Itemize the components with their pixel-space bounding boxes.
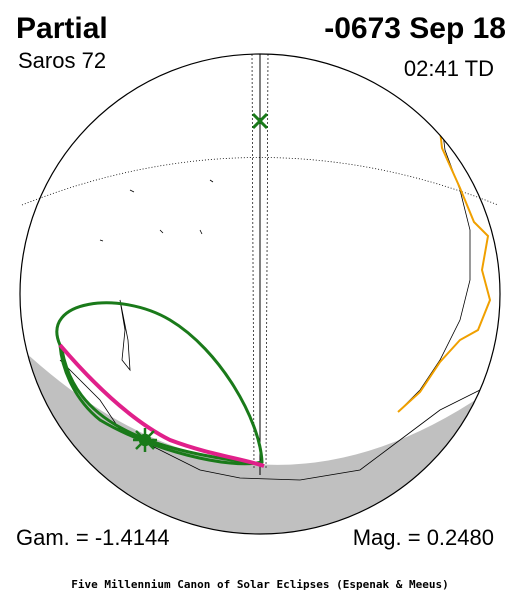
gamma: Gam. = -1.4144 xyxy=(16,525,169,550)
meridians xyxy=(251,54,269,475)
credit: Five Millennium Canon of Solar Eclipses … xyxy=(71,578,449,591)
eclipse-type: Partial xyxy=(16,12,108,45)
globe-outline xyxy=(19,53,501,535)
greatest-eclipse-path xyxy=(58,343,265,468)
greatest-eclipse-marker xyxy=(133,428,157,452)
saros: Saros 72 xyxy=(18,48,106,73)
magnitude: Mag. = 0.2480 xyxy=(353,525,494,550)
subsolar-marker xyxy=(251,112,269,130)
latitude-line xyxy=(21,157,499,206)
eclipse-limits xyxy=(55,301,264,466)
globe xyxy=(19,53,501,535)
date: -0673 Sep 18 xyxy=(324,12,506,45)
time: 02:41 TD xyxy=(404,56,494,81)
